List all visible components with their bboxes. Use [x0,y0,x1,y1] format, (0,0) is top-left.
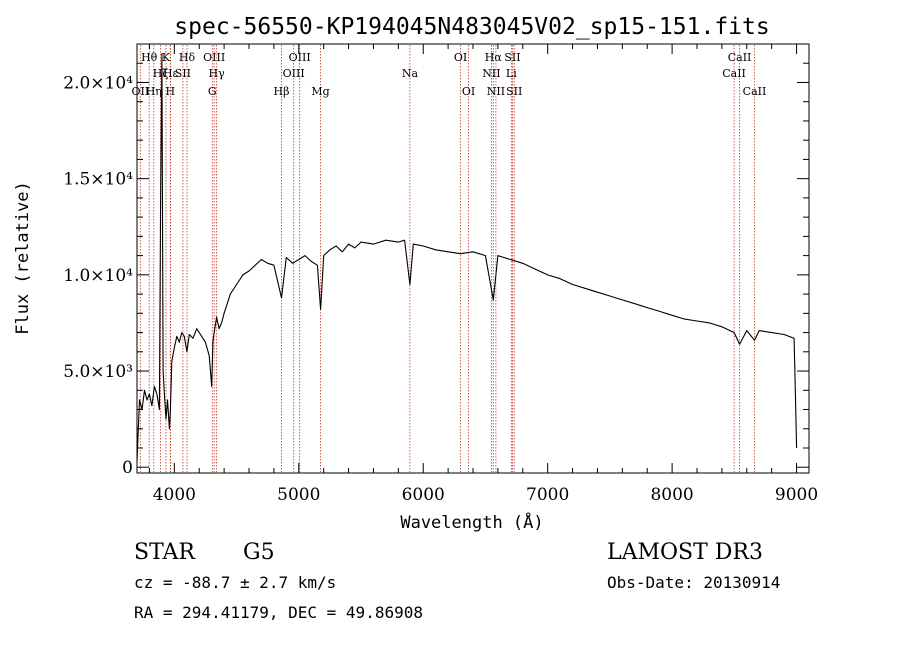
line-label-22: Li [506,67,517,80]
line-label-2: Hη [146,85,162,98]
y-axis-label: Flux (relative) [13,181,33,335]
emission-line-labels: OII Hθ Hη Hζ K Hε H SII Hδ OIII Hγ G Hβ OIII OIII Mg Na O… [132,51,767,98]
line-label-3: Hζ [153,67,169,80]
chart-title: spec-56550-KP194045N483045V02_sp15-151.f… [174,14,769,40]
line-label-17: OI [454,51,467,64]
line-label-23: SII [504,51,520,64]
x-tick-label-5: 9000 [775,485,818,505]
line-label-1: Hθ [141,51,158,64]
y-axis-ticks: 0 5.0×10³ 1.0×10⁴ 1.5×10⁴ 2.0×10⁴ [63,62,809,478]
x-axis-ticks: 4000 5000 6000 7000 8000 9000 [148,44,818,505]
observation-date: Obs-Date: 20130914 [607,573,781,592]
line-label-25: CaII [722,67,746,80]
y-tick-label-4: 2.0×10⁴ [63,73,133,93]
redshift-info: cz = -88.7 ± 2.7 km/s [134,573,337,592]
line-label-12: Hβ [274,85,290,98]
line-label-27: CaII [743,85,767,98]
line-label-21: NII [487,85,505,98]
line-label-24: SII [506,85,522,98]
line-label-15: Mg [311,85,329,98]
line-label-11: G [208,85,217,98]
object-class: STAR [134,540,195,565]
emission-line-markers [139,45,755,472]
spectral-subclass: G5 [243,540,275,565]
y-tick-label-2: 1.0×10⁴ [63,266,133,286]
line-label-26: CaII [728,51,752,64]
x-tick-label-3: 7000 [526,485,569,505]
line-label-10: Hγ [209,67,226,80]
line-label-9: OIII [203,51,225,64]
x-tick-label-4: 8000 [650,485,693,505]
y-tick-label-0: 0 [122,458,133,478]
x-tick-label-1: 5000 [277,485,320,505]
line-label-6: H [166,85,176,98]
line-label-13: OIII [283,67,305,80]
coordinates-info: RA = 294.41179, DEC = 49.86908 [134,603,423,622]
x-tick-label-0: 4000 [153,485,196,505]
line-label-20: Hα [485,51,503,64]
y-tick-label-1: 5.0×10³ [63,362,133,382]
line-label-5: Hε [163,67,179,80]
line-label-18: OI [462,85,475,98]
spectrum-series-line [136,53,798,462]
x-tick-label-2: 6000 [402,485,445,505]
line-label-19: NII [482,67,500,80]
survey-name: LAMOST DR3 [607,540,763,565]
line-label-4: K [162,51,171,64]
line-label-8: Hδ [179,51,196,64]
y-tick-label-3: 1.5×10⁴ [63,170,133,190]
x-axis-label: Wavelength (Å) [400,511,543,533]
plot-frame [136,43,810,474]
line-label-7: SII [175,67,191,80]
line-label-14: OIII [289,51,311,64]
line-label-0: OII [132,85,150,98]
line-label-16: Na [402,67,419,80]
